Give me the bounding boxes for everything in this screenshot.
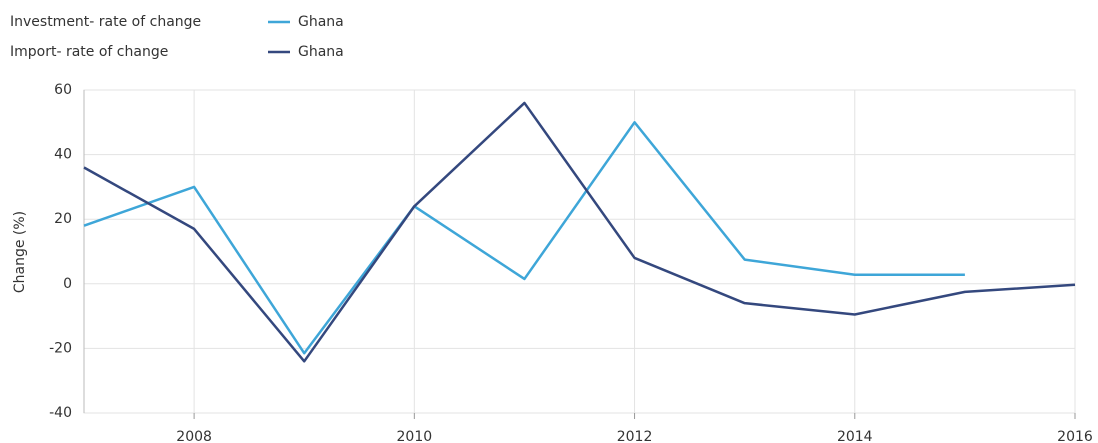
y-tick-label: -20 (49, 340, 72, 356)
x-tick-label: 2012 (617, 429, 653, 443)
legend-label: Ghana (298, 44, 344, 60)
plot-area (83, 89, 1076, 414)
y-axis-label: Change (%) (12, 211, 28, 293)
y-tick-label: -40 (49, 405, 72, 421)
y-tick-label: 0 (63, 276, 72, 292)
y-tick-label: 20 (54, 211, 72, 227)
x-tick-label: 2010 (397, 429, 433, 443)
x-tick-label: 2016 (1057, 429, 1093, 443)
x-tick-label: 2008 (176, 429, 212, 443)
line (83, 121, 965, 355)
y-tick-label: 40 (54, 147, 72, 163)
legend-label: Ghana (298, 14, 344, 30)
line (83, 101, 1076, 363)
y-tick-label: 60 (54, 82, 72, 98)
legend-group: Import- rate of change (10, 44, 168, 60)
x-tick-label: 2014 (837, 429, 873, 443)
legend-group: Investment- rate of change (10, 14, 201, 30)
